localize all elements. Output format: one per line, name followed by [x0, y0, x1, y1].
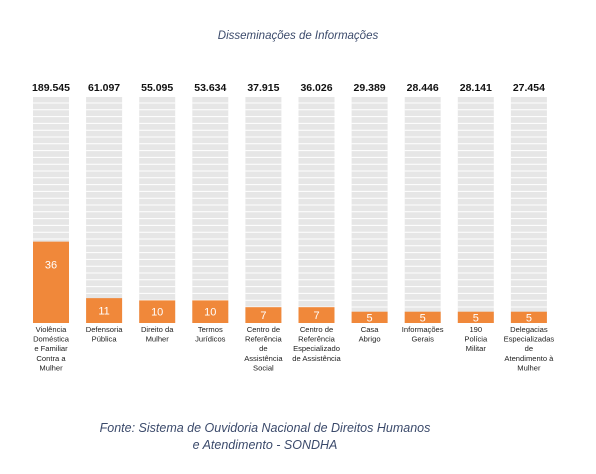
- category-label: Termos Jurídicos: [195, 325, 226, 344]
- bar-track: [457, 97, 494, 323]
- bar-value-label: 7: [260, 310, 266, 322]
- column-total-label: 28.446: [407, 82, 439, 94]
- bar-track: [245, 97, 282, 323]
- bar: [404, 311, 441, 323]
- bar-track: [510, 97, 547, 323]
- bar: [33, 241, 69, 323]
- bar: [245, 307, 282, 323]
- source-caption: Fonte: Sistema de Ouvidoria Nacional de …: [30, 420, 500, 454]
- bar: [86, 298, 123, 323]
- bar: [192, 300, 229, 323]
- category-label: Casa Abrigo: [359, 325, 381, 344]
- bar: [298, 307, 335, 323]
- chart-title: Disseminações de Informações: [217, 30, 379, 42]
- bar-track-stripes: [351, 102, 388, 322]
- bar-value-label: 5: [473, 312, 479, 324]
- bar-value-label: 10: [151, 307, 163, 319]
- column-total-label: 53.634: [194, 82, 226, 94]
- column-total-label: 28.141: [460, 82, 492, 94]
- column-total-label: 36.026: [300, 82, 332, 94]
- bar-chart: 36 189.545 Violência Doméstica e Familiar Con…: [32, 82, 555, 372]
- category-label: Informações Gerais: [402, 325, 444, 344]
- category-label: Centro de Referência Especializado de Assis…: [292, 325, 341, 363]
- bar: [139, 300, 176, 323]
- column-total-label: 27.454: [513, 82, 545, 94]
- bar-track: [139, 97, 176, 323]
- bar-value-label: 5: [420, 312, 426, 324]
- column-total-label: 29.389: [354, 82, 386, 94]
- category-label: Centro de Referência de Assistência Social: [244, 325, 283, 372]
- column-total-label: 61.097: [88, 82, 120, 94]
- bar-track-stripes: [298, 102, 335, 322]
- bar: [510, 311, 547, 323]
- category-label: 190 Polícia Militar: [464, 325, 488, 353]
- bar-track: [192, 97, 229, 323]
- source-line-1: Fonte: Sistema de Ouvidoria Nacional de …: [99, 421, 431, 435]
- column-total-label: 189.545: [32, 82, 70, 94]
- bar-track-stripes: [510, 102, 547, 322]
- bar: [457, 311, 494, 323]
- bar-value-label: 5: [367, 312, 373, 324]
- bar-track: [298, 97, 335, 323]
- column-total-label: 37.915: [247, 82, 279, 94]
- category-label: Defensoria Pública: [86, 325, 123, 344]
- category-label: Direito da Mulher: [141, 325, 174, 344]
- bar-value-label: 5: [526, 312, 532, 324]
- bar-value-label: 11: [98, 306, 109, 318]
- category-label: Violência Doméstica e Familiar Contra a Mulh…: [33, 325, 70, 372]
- bar-track: [351, 97, 388, 323]
- bar-track: [86, 97, 123, 323]
- bar-value-label: 10: [204, 307, 216, 319]
- bar-value-label: 7: [313, 310, 319, 322]
- bar-track-stripes: [404, 102, 441, 322]
- column-total-label: 55.095: [141, 82, 173, 94]
- source-line-2: e Atendimento - SONDHA: [192, 438, 338, 452]
- bar-value-label: 36: [45, 259, 57, 271]
- bar: [351, 311, 388, 323]
- bar-track: [404, 97, 441, 323]
